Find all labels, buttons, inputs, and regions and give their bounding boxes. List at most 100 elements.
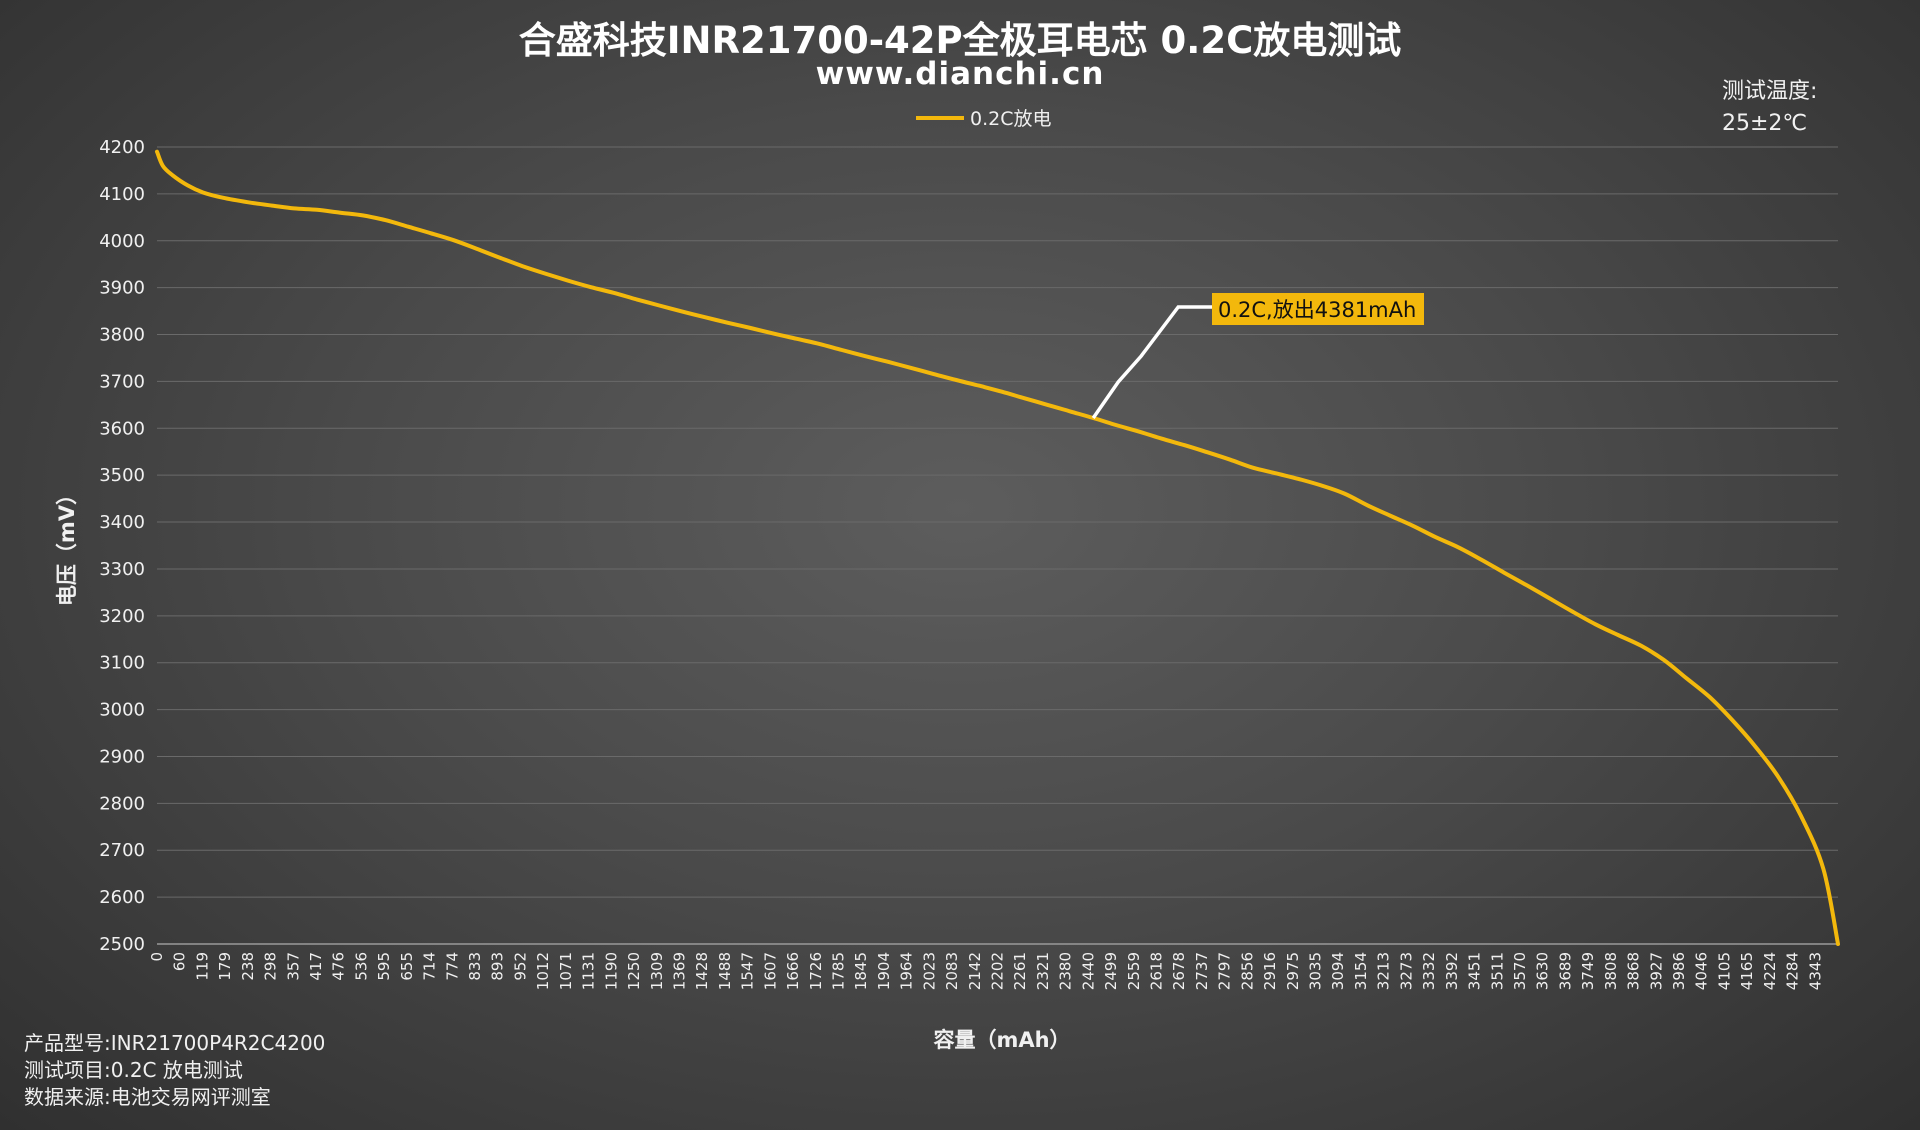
footer-model-value: INR21700P4R2C4200 <box>110 1031 326 1055</box>
x-tick-label: 952 <box>511 952 529 981</box>
x-tick-label: 3749 <box>1579 952 1597 990</box>
x-tick-label: 3451 <box>1466 952 1484 990</box>
x-tick-label: 3154 <box>1352 952 1370 990</box>
x-tick-label: 3213 <box>1375 952 1393 990</box>
x-tick-label: 4105 <box>1715 952 1733 990</box>
x-tick-label: 357 <box>284 952 302 981</box>
x-tick-label: 1250 <box>625 952 643 990</box>
x-tick-label: 1964 <box>898 952 916 990</box>
x-tick-label: 1488 <box>716 952 734 990</box>
x-tick-label: 3927 <box>1647 952 1665 990</box>
x-tick-label: 536 <box>352 952 370 981</box>
annotation-leader-line <box>1091 305 1212 419</box>
x-tick-label: 298 <box>262 952 280 981</box>
x-tick-label: 1726 <box>807 952 825 990</box>
x-tick-label: 3035 <box>1307 952 1325 990</box>
x-tick-label: 2083 <box>943 952 961 990</box>
series-layer <box>155 149 1840 946</box>
x-tick-label: 833 <box>466 952 484 981</box>
x-tick-label: 0 <box>148 952 166 962</box>
x-tick-label: 1131 <box>580 952 598 990</box>
x-tick-label: 2678 <box>1170 952 1188 990</box>
x-tick-label: 2618 <box>1148 952 1166 990</box>
x-tick-label: 4343 <box>1806 952 1824 990</box>
annotation-layer: 0.2C,放出4381mAh <box>1091 293 1424 419</box>
x-tick-label: 1845 <box>852 952 870 990</box>
y-tick-label: 2900 <box>99 746 145 767</box>
x-tick-label: 3570 <box>1511 952 1529 990</box>
x-tick-label: 60 <box>171 952 189 971</box>
x-tick-label: 4046 <box>1693 952 1711 990</box>
x-tick-label: 2797 <box>1216 952 1234 990</box>
y-tick-label: 3900 <box>99 278 145 299</box>
x-tick-label: 1012 <box>534 952 552 990</box>
x-tick-label: 4224 <box>1761 952 1779 990</box>
x-tick-label: 3094 <box>1329 952 1347 990</box>
annotation-text: 0.2C,放出4381mAh <box>1218 298 1416 322</box>
y-tick-label: 3400 <box>99 512 145 533</box>
x-tick-label: 2321 <box>1034 952 1052 990</box>
x-tick-label: 3332 <box>1420 952 1438 990</box>
x-tick-label: 1666 <box>784 952 802 990</box>
x-tick-label: 179 <box>216 952 234 981</box>
x-tick-label: 595 <box>375 952 393 981</box>
y-axis-label: 电压（mV） <box>55 484 79 606</box>
x-tick-label: 714 <box>421 952 439 981</box>
x-tick-label: 2202 <box>989 952 1007 990</box>
y-tick-label: 3500 <box>99 465 145 486</box>
x-tick-label: 2380 <box>1057 952 1075 990</box>
footer-model-label: 产品型号: <box>24 1031 111 1055</box>
y-tick-label: 3700 <box>99 371 145 392</box>
x-tick-label: 2975 <box>1284 952 1302 990</box>
temperature-value: 25±2℃ <box>1722 111 1808 136</box>
footer-row-model: 产品型号:INR21700P4R2C4200 <box>24 1030 325 1057</box>
x-axis-label: 容量（mAh） <box>933 1028 1070 1052</box>
x-tick-label: 2916 <box>1261 952 1279 990</box>
x-tick-label: 238 <box>239 952 257 981</box>
x-tick-label: 3511 <box>1488 952 1506 990</box>
footer-test-value: 0.2C 放电测试 <box>110 1058 243 1082</box>
y-tick-label: 4100 <box>99 184 145 205</box>
x-axis-ticks: 0 60 119 179 238 298 357 417 476 536 595 655 714 774 8… <box>148 952 1824 990</box>
x-tick-label: 1428 <box>693 952 711 990</box>
x-tick-label: 2142 <box>966 952 984 990</box>
x-tick-label: 2261 <box>1011 952 1029 990</box>
y-tick-label: 4200 <box>99 137 145 158</box>
x-tick-label: 655 <box>398 952 416 981</box>
grid-lines <box>157 146 1838 945</box>
annotation-box <box>1212 293 1424 325</box>
footer-source-value: 电池交易网评测室 <box>110 1085 271 1109</box>
temperature-label: 测试温度: <box>1722 79 1818 104</box>
y-tick-label: 3000 <box>99 700 145 721</box>
footer-row-source: 数据来源:电池交易网评测室 <box>24 1084 325 1111</box>
legend-label: 0.2C放电 <box>970 108 1051 130</box>
x-tick-label: 1309 <box>648 952 666 990</box>
temperature-note: 测试温度: 25±2℃ <box>1722 76 1817 140</box>
x-tick-label: 3986 <box>1670 952 1688 990</box>
x-tick-label: 1547 <box>739 952 757 990</box>
x-tick-label: 2023 <box>920 952 938 990</box>
footer-test-label: 测试项目: <box>24 1058 111 1082</box>
y-tick-label: 2700 <box>99 840 145 861</box>
x-tick-label: 3808 <box>1602 952 1620 990</box>
x-tick-label: 2856 <box>1238 952 1256 990</box>
footer-info: 产品型号:INR21700P4R2C4200 测试项目:0.2C 放电测试 数据… <box>24 1030 325 1111</box>
footer-row-test: 测试项目:0.2C 放电测试 <box>24 1057 325 1084</box>
y-tick-label: 3800 <box>99 325 145 346</box>
x-tick-label: 1190 <box>602 952 620 990</box>
y-axis-ticks: 2500 2600 2700 2800 2900 3000 3100 3200 3300 3400… <box>99 137 145 955</box>
x-tick-label: 1369 <box>670 952 688 990</box>
x-tick-label: 417 <box>307 952 325 981</box>
x-tick-label: 3630 <box>1534 952 1552 990</box>
footer-source-label: 数据来源: <box>24 1085 111 1109</box>
x-tick-label: 2440 <box>1079 952 1097 990</box>
x-tick-label: 893 <box>489 952 507 981</box>
x-tick-label: 2559 <box>1125 952 1143 990</box>
x-tick-label: 3273 <box>1397 952 1415 990</box>
x-tick-label: 3868 <box>1625 952 1643 990</box>
x-tick-label: 4284 <box>1784 952 1802 990</box>
y-tick-label: 3300 <box>99 559 145 580</box>
x-tick-label: 1785 <box>829 952 847 990</box>
x-tick-label: 4165 <box>1738 952 1756 990</box>
